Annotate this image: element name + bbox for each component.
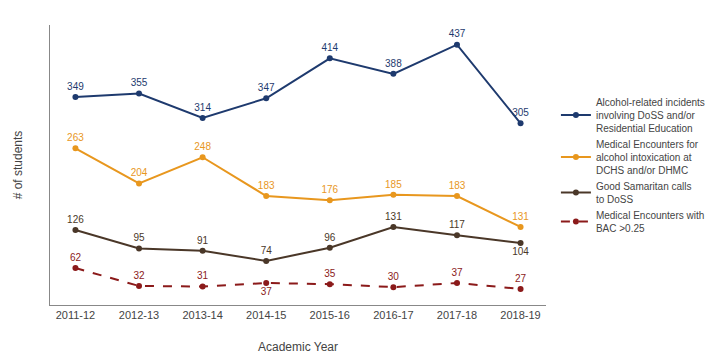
svg-text:204: 204: [131, 167, 148, 178]
svg-text:388: 388: [385, 58, 402, 69]
svg-text:314: 314: [194, 102, 211, 113]
svg-text:27: 27: [515, 273, 527, 284]
svg-text:37: 37: [451, 267, 463, 278]
svg-text:183: 183: [449, 180, 466, 191]
svg-text:Medical Encounters withBAC >0.: Medical Encounters withBAC >0.25: [596, 210, 704, 234]
svg-text:62: 62: [70, 252, 82, 263]
svg-text:117: 117: [449, 219, 465, 230]
svg-text:# of students: # of students: [11, 131, 25, 200]
svg-text:355: 355: [131, 77, 148, 88]
svg-text:2012-13: 2012-13: [119, 309, 159, 321]
svg-text:2015-16: 2015-16: [310, 309, 350, 321]
svg-text:74: 74: [261, 245, 273, 256]
svg-text:2018-19: 2018-19: [500, 309, 540, 321]
svg-text:37: 37: [261, 286, 273, 297]
svg-text:91: 91: [197, 235, 209, 246]
svg-text:2017-18: 2017-18: [437, 309, 477, 321]
svg-text:349: 349: [67, 81, 84, 92]
svg-text:414: 414: [321, 42, 338, 53]
svg-text:248: 248: [194, 141, 211, 152]
svg-text:Good Samaritan callsto DoSS: Good Samaritan callsto DoSS: [596, 181, 692, 205]
svg-text:183: 183: [258, 180, 275, 191]
svg-text:131: 131: [512, 211, 529, 222]
svg-text:Academic Year: Academic Year: [258, 340, 338, 354]
svg-text:30: 30: [388, 271, 400, 282]
svg-text:2013-14: 2013-14: [182, 309, 222, 321]
svg-text:Alcohol-related incidentsinvol: Alcohol-related incidentsinvolving DoSS …: [596, 97, 705, 134]
svg-text:31: 31: [197, 270, 209, 281]
svg-text:2014-15: 2014-15: [246, 309, 286, 321]
svg-text:126: 126: [67, 214, 84, 225]
svg-text:131: 131: [385, 211, 402, 222]
svg-text:35: 35: [324, 268, 336, 279]
svg-text:185: 185: [385, 179, 402, 190]
svg-text:104: 104: [512, 246, 529, 257]
svg-text:305: 305: [512, 107, 529, 118]
svg-text:95: 95: [133, 232, 145, 243]
svg-text:347: 347: [258, 82, 275, 93]
svg-text:176: 176: [321, 184, 338, 195]
svg-text:Medical Encounters foralcohol: Medical Encounters foralcohol intoxicati…: [596, 139, 699, 176]
svg-text:2011-12: 2011-12: [56, 309, 96, 321]
svg-text:32: 32: [133, 270, 145, 281]
svg-text:263: 263: [67, 132, 84, 143]
svg-text:2016-17: 2016-17: [373, 309, 413, 321]
svg-text:437: 437: [449, 28, 466, 39]
svg-text:96: 96: [324, 232, 336, 243]
